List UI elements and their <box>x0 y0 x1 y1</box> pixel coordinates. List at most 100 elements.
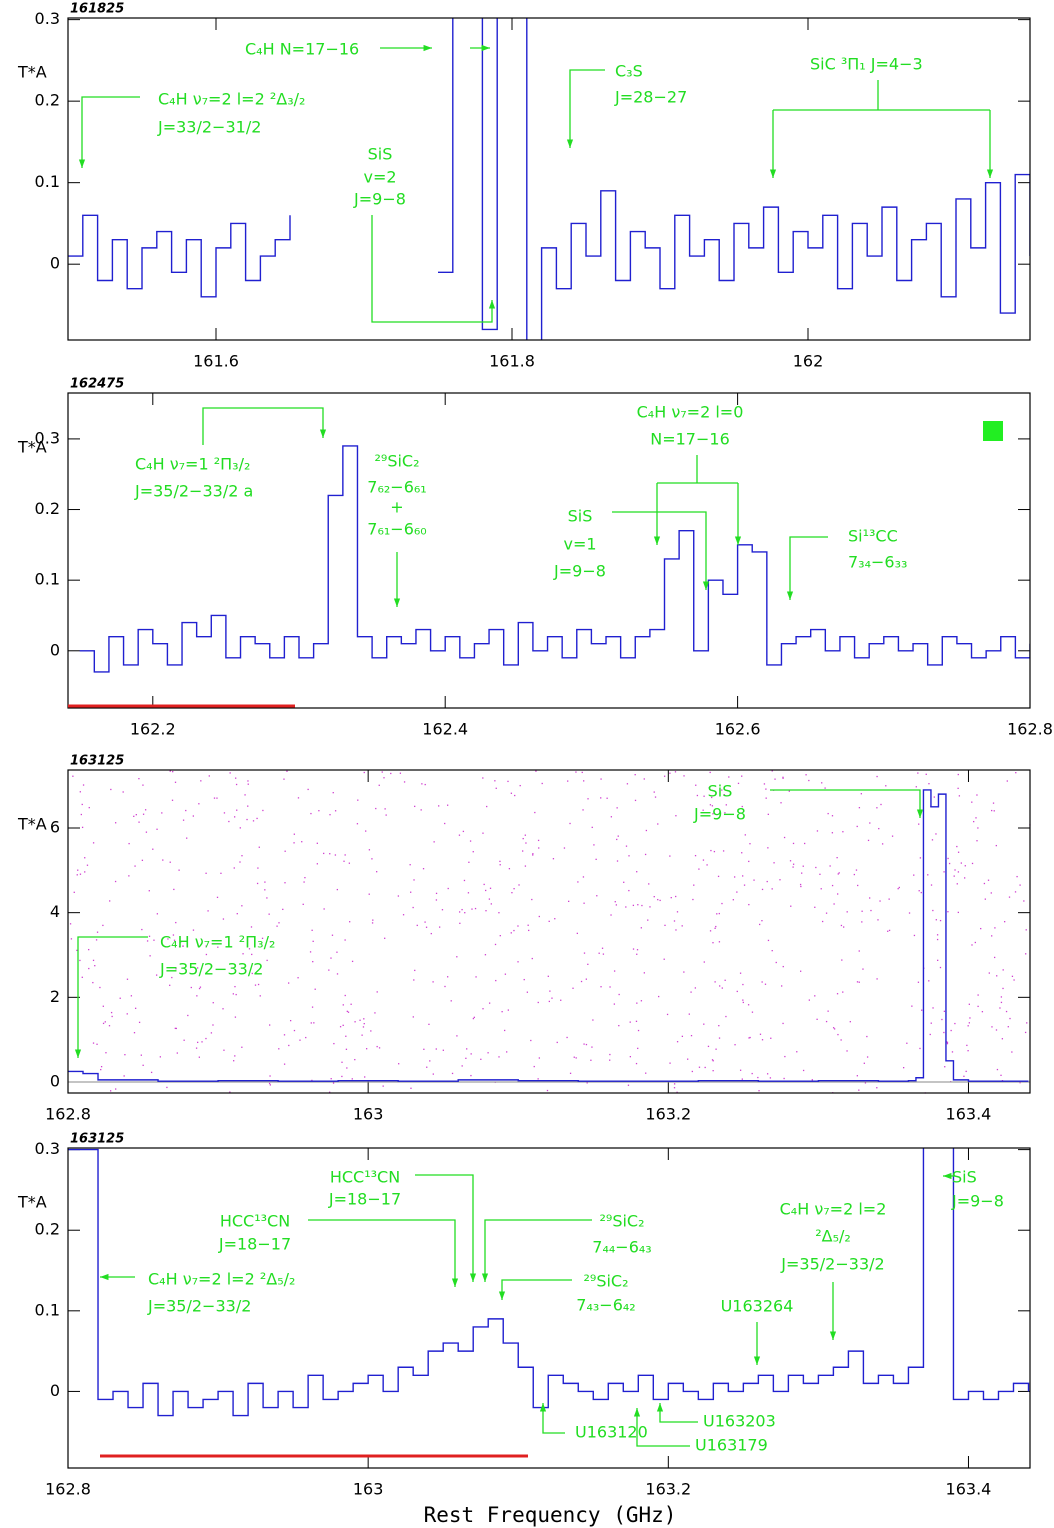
background-dot <box>748 903 750 906</box>
background-dot <box>948 862 951 865</box>
background-dot <box>299 1039 301 1041</box>
x-tick-label: 162.8 <box>1007 720 1053 739</box>
background-dot <box>980 927 982 930</box>
background-dot <box>309 951 312 953</box>
background-dot <box>293 1029 296 1032</box>
background-dot <box>789 860 792 862</box>
background-dot <box>537 1001 539 1004</box>
background-dot <box>831 815 834 817</box>
background-dot <box>804 842 806 845</box>
background-dot <box>149 955 151 957</box>
background-dot <box>119 997 121 999</box>
background-dot <box>187 1014 189 1017</box>
x-tick-label: 162.2 <box>130 720 176 739</box>
background-dot <box>548 920 550 922</box>
background-dot <box>587 963 589 965</box>
annotation-arrow <box>636 1408 690 1447</box>
background-dot <box>208 775 210 777</box>
background-dot <box>1011 975 1014 977</box>
background-dot <box>99 986 101 989</box>
background-dot <box>718 1037 721 1039</box>
arrow-head <box>653 536 661 545</box>
y-tick-label: 0.1 <box>35 1300 60 1319</box>
background-dot <box>814 906 816 908</box>
background-dot <box>761 920 763 922</box>
background-dot <box>216 797 218 799</box>
background-dot <box>994 927 996 929</box>
background-dot <box>351 1078 353 1080</box>
background-dot <box>198 987 201 990</box>
background-dot <box>289 1019 292 1022</box>
background-dot <box>192 815 194 817</box>
background-dot <box>414 969 416 972</box>
y-axis-label: T*A <box>17 1193 47 1212</box>
background-dot <box>310 812 312 815</box>
background-dot <box>981 1011 984 1013</box>
background-dot <box>913 934 916 937</box>
background-dot <box>495 979 497 982</box>
background-dot <box>782 965 784 968</box>
background-dot <box>681 925 683 927</box>
background-dot <box>222 1008 224 1010</box>
background-dot <box>687 1058 689 1060</box>
background-dot <box>370 1030 372 1032</box>
background-dot <box>537 1078 539 1080</box>
background-dot <box>346 1010 348 1013</box>
background-dot <box>239 827 241 829</box>
background-dot <box>913 874 915 876</box>
background-dot <box>995 1029 998 1031</box>
background-dot <box>424 783 426 786</box>
y-tick-label: 0.2 <box>35 91 60 110</box>
annotation: U163264 <box>721 1297 794 1316</box>
background-dot <box>410 891 412 893</box>
background-dot <box>601 947 604 949</box>
background-dot <box>842 831 844 833</box>
background-dot <box>345 1035 347 1037</box>
background-dot <box>371 922 374 924</box>
background-dot <box>79 873 82 875</box>
background-dot <box>399 772 402 774</box>
arrow-head <box>986 169 994 178</box>
background-dot <box>475 976 477 978</box>
background-dot <box>876 978 878 980</box>
background-dot <box>616 838 618 841</box>
background-dot <box>359 1019 361 1021</box>
background-dot <box>696 794 699 797</box>
background-dot <box>363 771 365 774</box>
background-dot <box>643 778 645 780</box>
background-dot <box>100 1065 103 1068</box>
background-dot <box>470 1053 472 1055</box>
background-dot <box>567 780 569 782</box>
panel-title: 161825 <box>70 2 124 17</box>
background-dot <box>303 881 305 883</box>
background-dot <box>711 805 714 807</box>
panel-title: 163125 <box>70 754 124 769</box>
background-dot <box>220 872 222 874</box>
background-dot <box>919 857 922 859</box>
background-dot <box>808 999 810 1001</box>
background-dot <box>669 1062 671 1064</box>
background-dot <box>371 858 373 860</box>
background-dot <box>278 922 280 924</box>
background-dot <box>81 976 83 978</box>
background-dot <box>178 946 181 948</box>
background-dot <box>217 946 219 948</box>
background-dot <box>569 822 571 825</box>
background-dot <box>635 1062 638 1065</box>
background-dot <box>751 1072 753 1075</box>
background-dot <box>167 938 169 940</box>
background-dot <box>935 833 937 835</box>
background-dot <box>341 1061 343 1063</box>
background-dot <box>805 774 807 776</box>
background-dot <box>88 967 90 970</box>
background-dot <box>732 899 734 901</box>
background-dot <box>888 929 891 932</box>
background-dot <box>128 875 130 877</box>
background-dot <box>314 988 316 990</box>
annotation: SiS <box>708 782 733 801</box>
background-dot <box>634 774 636 776</box>
background-dot <box>347 1011 350 1013</box>
background-dot <box>733 876 736 878</box>
background-dot <box>412 1016 414 1018</box>
y-axis-label: T*A <box>17 438 47 457</box>
